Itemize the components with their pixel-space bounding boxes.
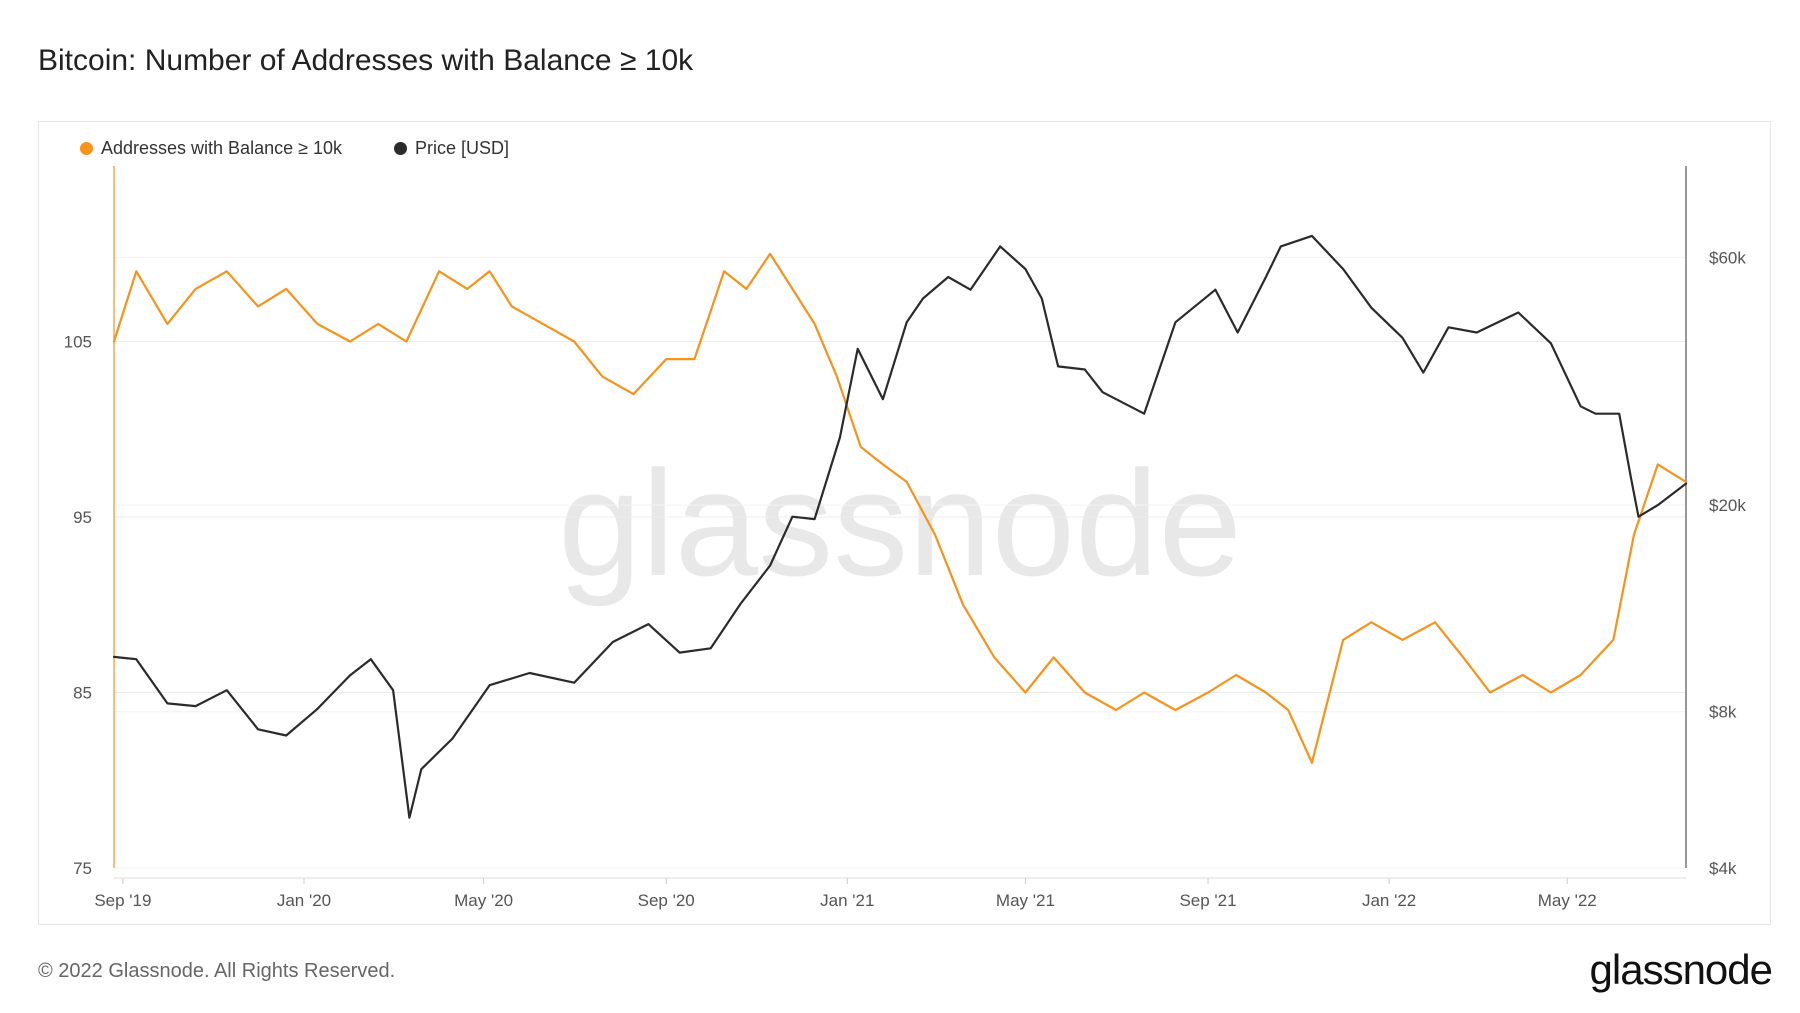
x-tick-label: Sep '19 xyxy=(94,891,151,910)
glassnode-logo: glassnode xyxy=(1589,946,1773,993)
y-right-tick-label: $8k xyxy=(1709,703,1737,722)
x-tick-label: Jan '20 xyxy=(277,891,331,910)
x-tick-label: May '21 xyxy=(996,891,1055,910)
watermark-text: glassnode xyxy=(558,439,1242,607)
y-left-tick-label: 105 xyxy=(64,333,92,352)
series-line-price xyxy=(112,234,1688,819)
legend-dot-addresses xyxy=(80,142,93,155)
y-left-tick-label: 95 xyxy=(73,508,92,527)
x-tick-label: Jan '22 xyxy=(1362,891,1416,910)
y-right-tick-label: $4k xyxy=(1709,859,1737,878)
x-tick-label: Sep '20 xyxy=(638,891,695,910)
chart-title: Bitcoin: Number of Addresses with Balanc… xyxy=(38,44,694,77)
x-tick-label: Sep '21 xyxy=(1179,891,1236,910)
legend-dot-price xyxy=(394,142,408,155)
legend-label-price: Price [USD] xyxy=(415,138,510,158)
chart-frame xyxy=(38,121,1771,925)
y-right-tick-label: $60k xyxy=(1709,248,1746,267)
legend-label-addresses: Addresses with Balance ≥ 10k xyxy=(101,138,343,158)
series-line-addresses xyxy=(112,252,1688,764)
legend-item-addresses[interactable]: Addresses with Balance ≥ 10k xyxy=(80,138,342,159)
x-tick-label: May '20 xyxy=(454,891,513,910)
copyright-text: © 2022 Glassnode. All Rights Reserved. xyxy=(38,960,396,982)
legend-item-price[interactable]: Price [USD] xyxy=(394,138,509,159)
y-right-tick-label: $20k xyxy=(1709,496,1746,515)
x-tick-label: Jan '21 xyxy=(820,891,874,910)
y-left-tick-label: 75 xyxy=(73,859,92,878)
chart-legend: Addresses with Balance ≥ 10k Price [USD] xyxy=(80,138,561,159)
y-left-tick-label: 85 xyxy=(73,684,92,703)
x-tick-label: May '22 xyxy=(1538,891,1597,910)
